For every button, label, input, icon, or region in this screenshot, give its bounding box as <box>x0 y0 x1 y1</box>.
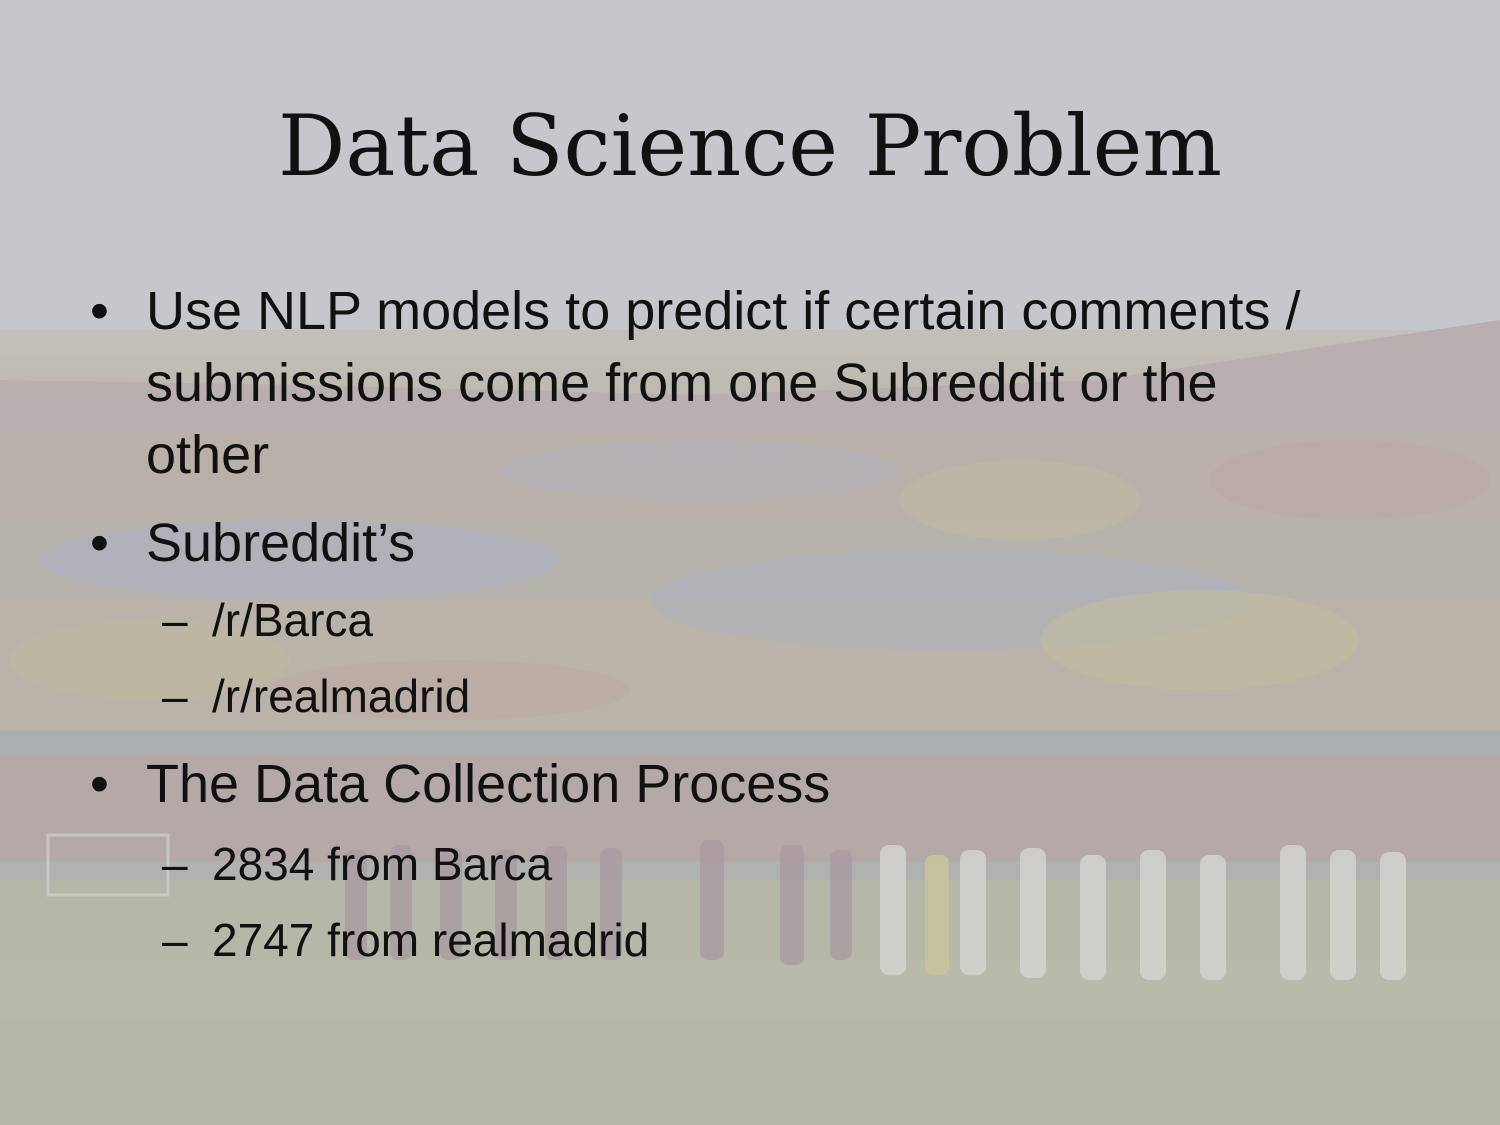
dash-icon: – <box>162 670 188 722</box>
sub-bullet-text: /r/realmadrid <box>212 670 471 722</box>
bullet-item: • Subreddit’s <box>90 507 1326 579</box>
bullet-text: Subreddit’s <box>146 513 416 573</box>
sub-bullet-item: – 2834 from Barca <box>162 834 1312 894</box>
dash-icon: – <box>162 838 188 890</box>
sub-bullet-text: 2834 from Barca <box>212 838 553 890</box>
bullet-icon: • <box>90 281 109 341</box>
dash-icon: – <box>162 594 188 646</box>
sub-bullet-text: /r/Barca <box>212 594 374 646</box>
bullet-text: The Data Collection Process <box>146 754 831 814</box>
dash-icon: – <box>162 914 188 966</box>
bullet-text: Use NLP models to predict if certain com… <box>146 281 1301 485</box>
sub-bullet-text: 2747 from realmadrid <box>212 914 650 966</box>
bullet-item: • Use NLP models to predict if certain c… <box>90 275 1326 491</box>
bullet-item: • The Data Collection Process <box>90 748 1326 820</box>
sub-bullet-item: – /r/realmadrid <box>162 666 1312 726</box>
bullet-icon: • <box>90 513 109 573</box>
bullet-icon: • <box>90 754 109 814</box>
sub-bullet-item: – 2747 from realmadrid <box>162 910 1312 970</box>
slide-title: Data Science Problem <box>278 97 1222 195</box>
sub-bullet-item: – /r/Barca <box>162 590 1312 650</box>
